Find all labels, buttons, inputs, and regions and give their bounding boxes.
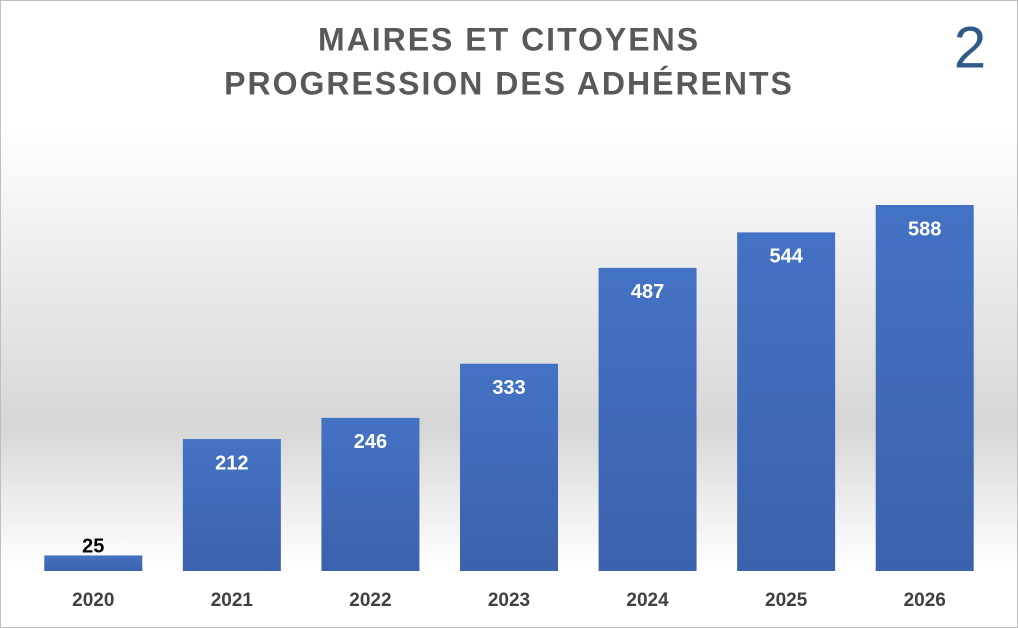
data-label: 333 (492, 377, 525, 399)
x-tick-label: 2023 (488, 590, 530, 611)
data-label: 212 (215, 452, 248, 474)
bar (44, 555, 143, 571)
corner-number: 2 (954, 15, 986, 80)
x-tick-label: 2024 (626, 590, 669, 611)
data-label: 487 (631, 281, 664, 303)
bar (875, 205, 974, 571)
bar (737, 232, 836, 571)
x-tick-label: 2022 (349, 590, 391, 611)
bar (598, 267, 697, 571)
x-tick-label: 2026 (904, 590, 946, 611)
chart-title: MAIRES ET CITOYENS (318, 21, 700, 57)
bar (460, 363, 558, 571)
data-label: 25 (82, 536, 104, 558)
x-tick-label: 2025 (765, 590, 808, 611)
data-label: 588 (908, 218, 941, 240)
bar (321, 417, 420, 571)
x-tick-label: 2020 (72, 590, 114, 611)
chart-subtitle: PROGRESSION DES ADHÉRENTS (224, 65, 794, 101)
x-tick-label: 2021 (211, 590, 254, 611)
data-label: 246 (354, 431, 387, 453)
data-label: 544 (769, 246, 803, 268)
bar (182, 439, 281, 571)
